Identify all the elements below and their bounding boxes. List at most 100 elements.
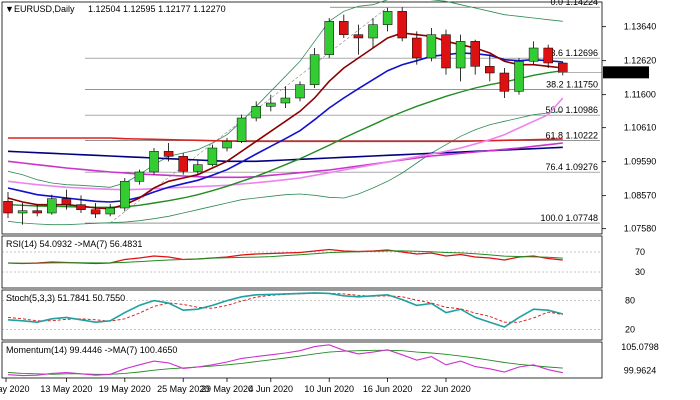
fib-label: 38.2 1.11750 (546, 80, 598, 90)
main-panel-frame (1, 1, 603, 235)
price-tick-label: 1.08570 (624, 191, 657, 201)
candle-body (397, 11, 407, 39)
candle-body (90, 209, 101, 215)
ma-slow-line (7, 70, 563, 209)
time-tick-label: 19 May 2020 (99, 384, 151, 394)
fib-label: 50.0 1.10986 (545, 105, 598, 115)
candle-body (339, 21, 349, 35)
price-tick-label: 1.10610 (624, 123, 657, 133)
candle-body (163, 151, 174, 157)
candle-body (193, 164, 203, 172)
candle-body (382, 11, 393, 25)
candle-body (499, 72, 510, 92)
candle-body (295, 84, 305, 99)
candle-body (105, 207, 115, 215)
last-price-label: 1.12270 (610, 68, 643, 78)
time-tick-label: 13 May 2020 (40, 384, 92, 394)
collapse-triangle-icon[interactable]: ▼ (5, 4, 14, 14)
time-tick-label: 10 Jun 2020 (304, 384, 354, 394)
price-tick-label: 1.07580 (624, 224, 657, 234)
candle-body (470, 41, 480, 67)
fib-label: 61.8 1.10222 (545, 131, 598, 141)
candle-body (441, 34, 451, 69)
stoch-main-line (7, 292, 564, 328)
candle-body (222, 141, 232, 149)
candle-body (76, 204, 86, 210)
momentum-tick-label: 99.9624 (624, 365, 657, 375)
time-tick-label: 22 Jun 2020 (421, 384, 471, 394)
candle-body (61, 198, 72, 205)
candle-body (353, 34, 364, 39)
candle-body (47, 198, 57, 214)
candle-body (134, 171, 145, 182)
momentum-line (7, 344, 563, 377)
time-axis: 7 May 2020 13 May 2020 19 May 2020 25 May 2… (0, 378, 471, 394)
candle-body (558, 62, 568, 73)
candle-body (324, 21, 334, 55)
candle-body (3, 201, 13, 214)
last-price-box (603, 66, 649, 79)
candle-body (485, 66, 495, 74)
ma-magenta-line (7, 142, 563, 179)
symbol-label: EURUSD,Daily (14, 4, 75, 14)
ma-mid-line (7, 52, 563, 203)
rsi-label: RSI(14) 54.0932 ->MA(7) 56.4831 (6, 239, 142, 249)
moving-averages (7, 0, 564, 226)
stoch-label: Stoch(5,3,3) 51.7841 50.7550 (6, 293, 125, 303)
candle-body (543, 47, 553, 64)
candle-body (368, 24, 378, 39)
candle-body (412, 37, 422, 59)
time-tick-label: 4 Jun 2020 (249, 384, 294, 394)
fib-trend-line (110, 7, 388, 224)
candle-body (266, 102, 276, 107)
candle-body (309, 54, 320, 85)
rsi-indicator: 70 30 (2, 247, 645, 277)
fibonacci-levels: 0.0 1.14224 23.6 1.12696 38.2 1.11750 50.0 … (85, 0, 600, 224)
candle-body (149, 151, 159, 173)
candle-body (178, 156, 188, 172)
fib-label: 0.0 1.14224 (550, 0, 598, 7)
bollinger-upper-line (7, 0, 563, 188)
price-tick-label: 1.13640 (624, 22, 657, 32)
candle-body (120, 181, 130, 209)
ma-fast-line (7, 32, 563, 210)
ma-navy-line (7, 146, 563, 163)
ma-pink-line (7, 97, 564, 191)
candle-body (280, 97, 291, 104)
momentum-indicator: 105.0798 99.9624 (7, 342, 659, 377)
fib-label: 76.4 1.09276 (545, 162, 598, 172)
momentum-ma-line (7, 349, 563, 375)
rsi-ma-line (7, 250, 563, 264)
momentum-label: Momentum(14) 99.4446 ->MA(7) 100.4650 (6, 345, 177, 355)
candle-body (528, 47, 539, 62)
candle-body (236, 117, 247, 142)
candle-body (514, 61, 524, 92)
price-tick-label: 1.11600 (624, 90, 656, 100)
time-tick-label: 25 May 2020 (157, 384, 209, 394)
candles (3, 7, 568, 225)
rsi-panel-frame (1, 235, 603, 289)
candle-body (251, 106, 261, 119)
momentum-tick-label: 105.0798 (621, 342, 659, 352)
stoch-level-label: 20 (625, 324, 635, 334)
time-tick-label: 29 May 2020 (201, 384, 253, 394)
candle-body (207, 147, 218, 165)
ma-red-line (8, 137, 563, 143)
bollinger-lower-line (7, 110, 563, 226)
candle-body (426, 34, 437, 59)
fib-label: 23.6 1.12696 (545, 48, 598, 58)
fib-label: 100.0 1.07748 (540, 213, 598, 223)
rsi-level-label: 30 (635, 267, 645, 277)
time-tick-label: 7 May 2020 (0, 384, 30, 394)
candle-body (17, 210, 28, 214)
stoch-panel-frame (1, 289, 603, 341)
ohlc-label: 1.12504 1.12595 1.12177 1.12270 (88, 4, 226, 14)
candle-body (455, 41, 466, 69)
stoch-level-label: 80 (625, 296, 635, 306)
price-tick-label: 1.12620 (624, 56, 657, 66)
candle-body (32, 210, 42, 214)
stoch-indicator: 80 20 (2, 292, 635, 334)
time-tick-label: 16 Jun 2020 (363, 384, 413, 394)
rsi-level-label: 70 (635, 247, 645, 257)
